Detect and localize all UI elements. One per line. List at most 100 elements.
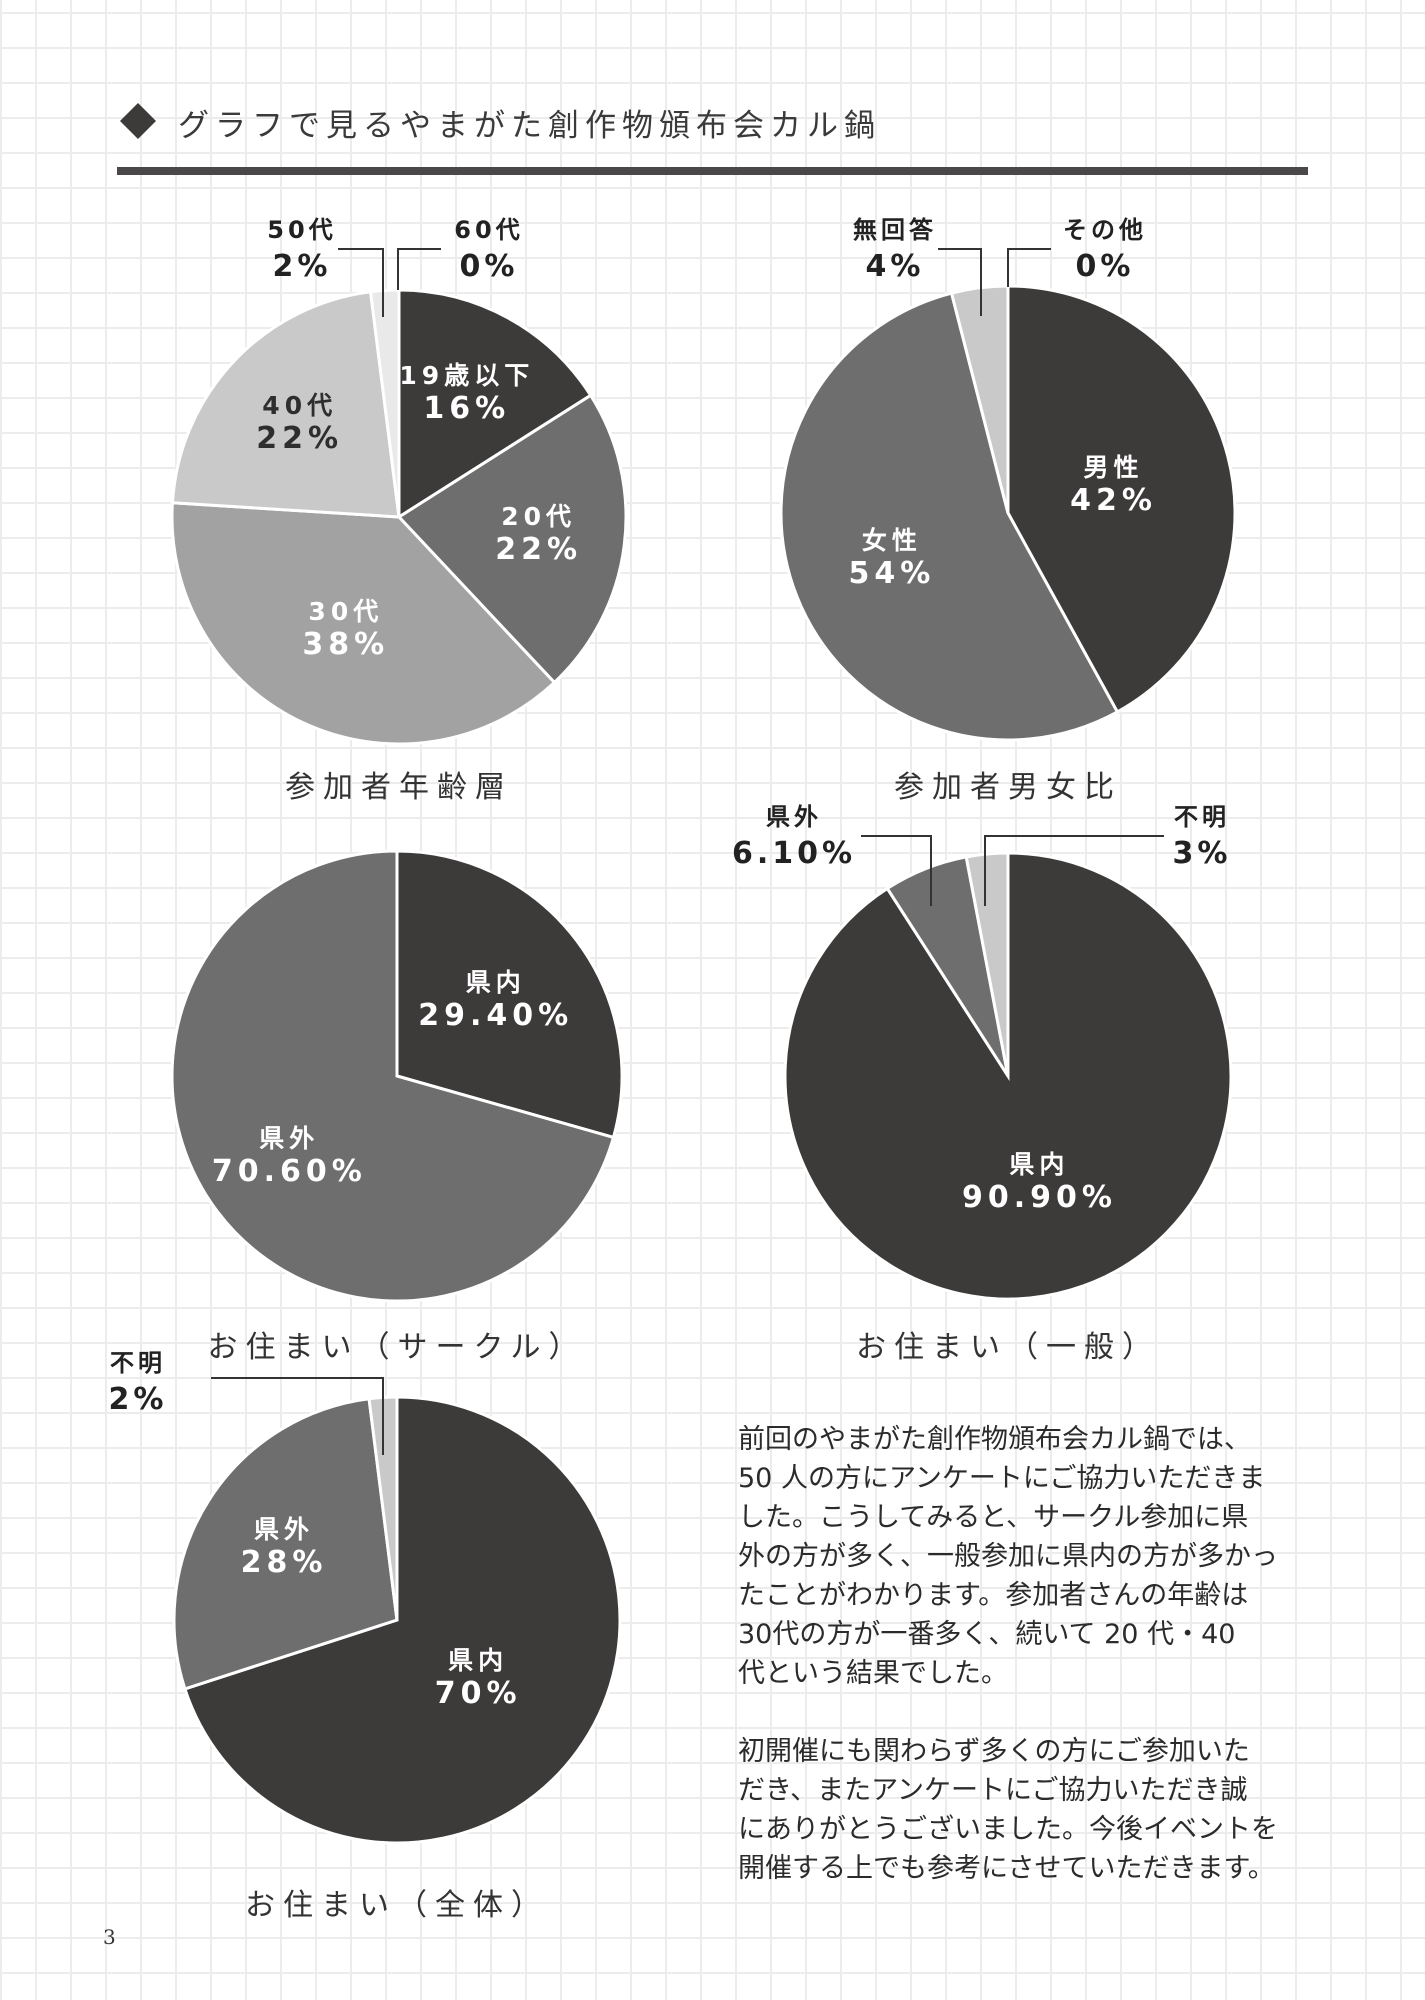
slice-label: 30代 (308, 596, 384, 626)
slice-label: 男性 (1083, 452, 1144, 482)
callout-label: 50代 2% (267, 210, 336, 284)
slice-value: 29.40% (418, 998, 574, 1034)
data-label: 県内 90.90% (962, 1150, 1117, 1216)
pie-chart-2 (779, 284, 1237, 742)
callout-label: 県外 6.10% (732, 797, 856, 871)
data-label: 県内 29.40% (418, 968, 573, 1034)
slice-label: 40代 (262, 390, 338, 420)
data-label: 19歳以下 16% (399, 361, 534, 427)
title-divider (117, 167, 1308, 175)
slice-value: 22% (256, 420, 344, 456)
text-line: 30代の方が一番多く、続いて 20 代・40 (738, 1619, 1236, 1650)
slice-value: 90.90% (961, 1179, 1117, 1215)
slice-value: 0% (1075, 249, 1135, 284)
slice-value: 2% (108, 1382, 168, 1417)
slice-value: 0% (459, 249, 519, 284)
slice-label: その他 (1063, 216, 1147, 244)
leader-line (1007, 248, 1051, 287)
callout-label: 不明 3% (1173, 797, 1232, 871)
chart-title: お住まい（全体） (245, 1888, 549, 1923)
slice-value: 22% (495, 531, 583, 567)
pie-slice (1006, 284, 1237, 714)
text-line: たことがわかります。参加者さんの年齢は (738, 1580, 1249, 1611)
pie-slice (172, 1397, 399, 1691)
slice-label: 女性 (861, 525, 922, 555)
data-label: 県外 70.60% (212, 1124, 367, 1190)
pie-chart-4 (783, 851, 1233, 1301)
slice-label: 県外 (765, 803, 822, 831)
leader-line (338, 248, 384, 317)
data-label: 30代 38% (302, 597, 389, 663)
slice-label: 県内 (448, 1645, 509, 1675)
callout-label: 無回答 4% (853, 210, 937, 284)
slice-value: 3% (1172, 836, 1232, 871)
chart-title: 参加者年齢層 (285, 770, 513, 805)
diamond-icon (120, 103, 156, 139)
page-title: グラフで見るやまがた創作物頒布会カル鍋 (178, 108, 881, 144)
leader-line (211, 1377, 384, 1455)
slice-label: 60代 (454, 216, 524, 244)
leader-line (938, 248, 982, 316)
data-label: 女性 54% (849, 526, 936, 592)
pie-slice (964, 851, 1010, 1077)
slice-label: 県内 (465, 968, 526, 998)
page-number: 3 (103, 1925, 116, 1949)
slice-value: 16% (423, 390, 511, 426)
data-label: 20代 22% (495, 502, 582, 568)
slice-value: 28% (240, 1545, 328, 1581)
pie-chart-5 (172, 1395, 622, 1845)
data-label: 男性 42% (1070, 453, 1157, 519)
slice-label: 県外 (254, 1515, 315, 1545)
text-line: 50 人の方にアンケートにご協力いただきま (738, 1463, 1266, 1494)
slice-value: 38% (302, 626, 390, 662)
text-line: 前回のやまがた創作物頒布会カル鍋では、 (738, 1424, 1251, 1455)
callout-label: 不明 2% (109, 1343, 168, 1417)
chart-title: お住まい（一般） (856, 1330, 1160, 1365)
text-line: 代という結果でした。 (738, 1658, 1008, 1689)
summary-text: 前回のやまがた創作物頒布会カル鍋では、 50 人の方にアンケートにご協力いただきま… (738, 1420, 1278, 1888)
data-label: 40代 22% (256, 391, 343, 457)
slice-value: 70% (434, 1675, 522, 1711)
slice-label: 県外 (259, 1124, 320, 1154)
callout-label: その他 0% (1063, 210, 1147, 284)
text-line: 初開催にも関わらず多くの方にご参加いた (738, 1736, 1250, 1767)
chart-title: 参加者男女比 (894, 770, 1122, 805)
leader-line (984, 835, 1164, 906)
text-line (738, 1693, 1278, 1732)
pie-slice (170, 849, 616, 1303)
slice-value: 54% (848, 555, 936, 591)
data-label: 県外 28% (241, 1515, 328, 1581)
pie-slice (183, 1395, 622, 1845)
slice-value: 4% (865, 249, 925, 284)
slice-label: 50代 (267, 216, 337, 244)
text-line: 外の方が多く、一般参加に県内の方が多かっ (738, 1541, 1278, 1572)
pie-slice (170, 501, 557, 746)
pie-slice (170, 290, 401, 519)
pie-slice (395, 849, 624, 1140)
slice-label: 19歳以下 (399, 360, 535, 390)
slice-value: 2% (272, 249, 332, 284)
pie-chart-3 (170, 849, 624, 1303)
slice-value: 42% (1070, 482, 1157, 518)
slice-label: 不明 (1174, 803, 1230, 831)
chart-title: お住まい（サークル） (207, 1330, 587, 1365)
slice-label: 20代 (501, 501, 577, 531)
text-line: した。こうしてみると、サークル参加に県 (738, 1502, 1249, 1533)
text-line: にありがとうございました。今後イベントを (738, 1814, 1278, 1845)
text-line: 開催する上でも参考にさせていただきます。 (738, 1853, 1275, 1884)
callout-label: 60代 0% (454, 210, 523, 284)
pie-slice (397, 288, 593, 520)
slice-label: 不明 (110, 1349, 166, 1377)
pie-chart-1 (170, 288, 628, 746)
slice-value: 6.10% (731, 836, 857, 871)
leader-line (861, 835, 932, 906)
text-line: だき、またアンケートにご協力いただき誠 (738, 1775, 1248, 1806)
pie-slice (396, 393, 628, 685)
leader-line (397, 248, 441, 290)
slice-label: 無回答 (853, 216, 937, 244)
pie-slice (779, 291, 1120, 742)
data-label: 県内 70% (435, 1646, 522, 1712)
slice-value: 70.60% (211, 1154, 367, 1190)
slice-label: 県内 (1009, 1149, 1070, 1179)
